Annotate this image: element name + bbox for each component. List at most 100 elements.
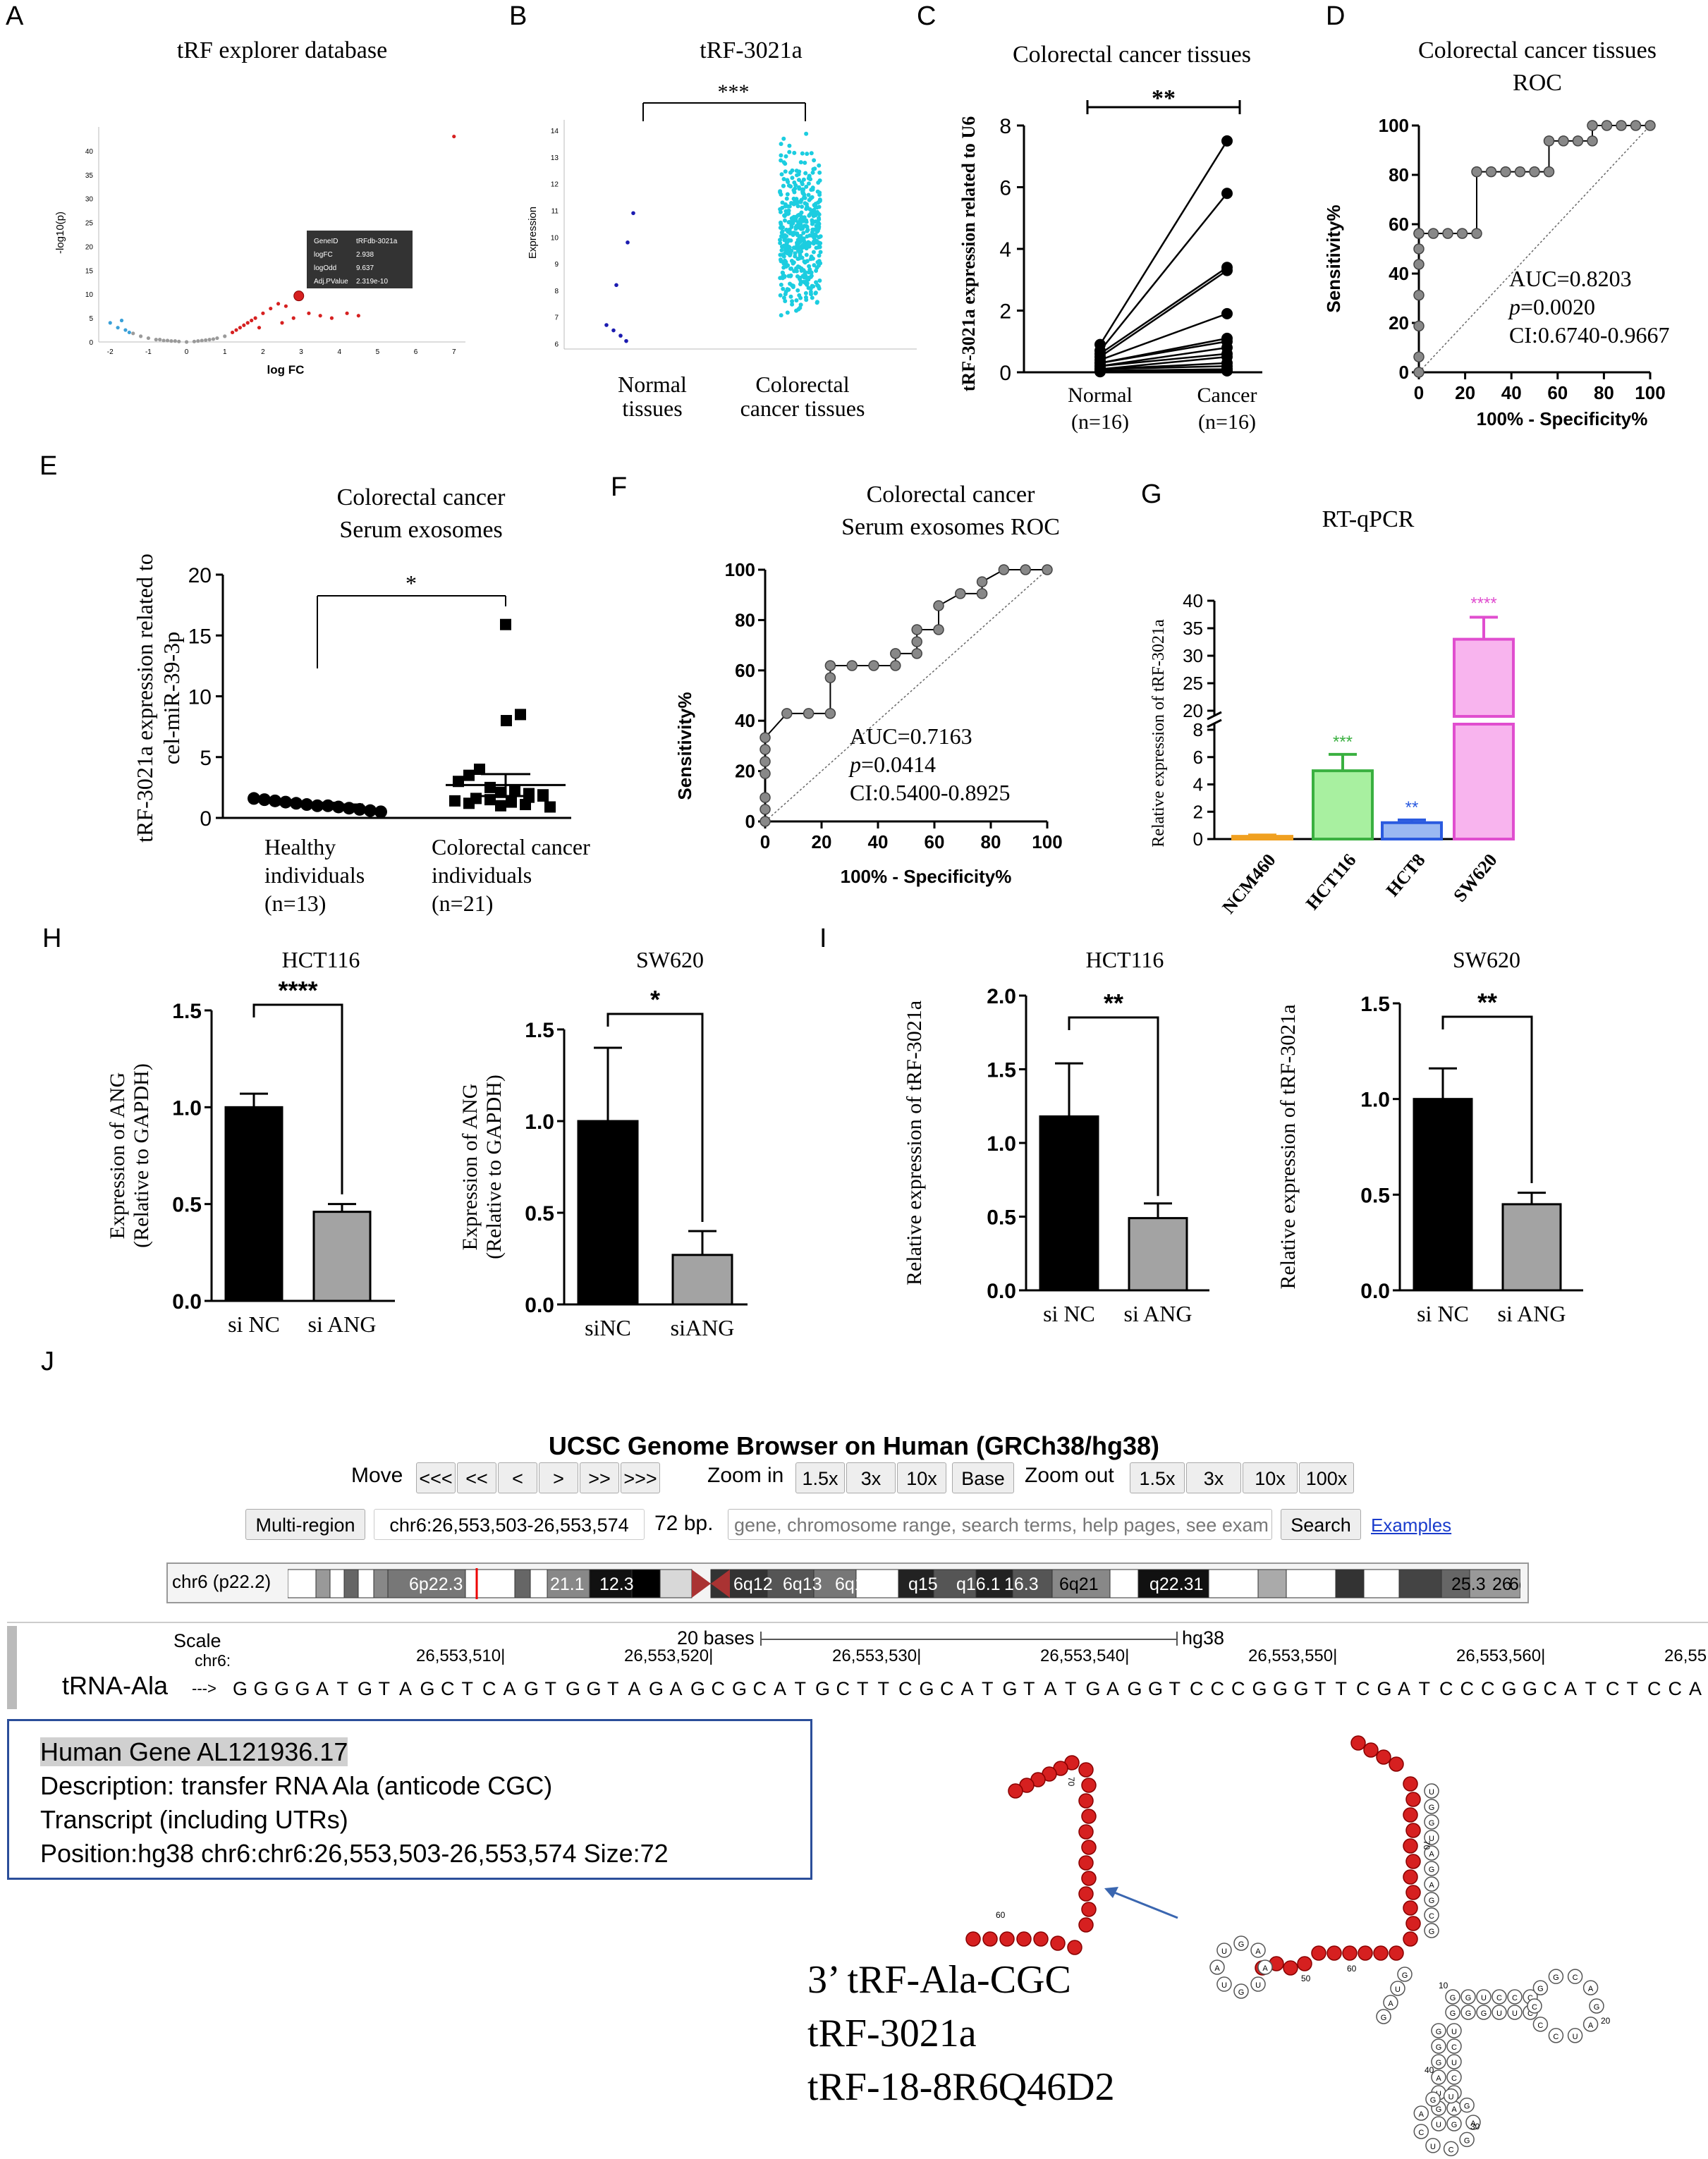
y-axis-label: Expression of ANG — [106, 1072, 129, 1240]
move-button-0[interactable]: <<< — [416, 1462, 456, 1493]
fragment-base — [1081, 1871, 1097, 1886]
ucsc-browser: UCSC Genome Browser on Human (GRCh38/hg3… — [0, 1417, 1708, 1713]
trna-base — [1297, 1956, 1312, 1971]
data-point — [207, 338, 212, 342]
panel-a-chart: tRF explorer database -log10(p) log FC 0… — [54, 37, 465, 377]
nucleotide: G — [358, 1678, 372, 1699]
data-point — [799, 249, 804, 254]
zoom-out-button-2[interactable]: 10x — [1243, 1462, 1298, 1493]
category-label: HCT116 — [1302, 850, 1360, 914]
data-point — [500, 618, 511, 630]
trna-base — [1443, 2141, 1459, 2157]
band — [1363, 1569, 1400, 1598]
base-label: C — [1512, 1994, 1518, 2002]
data-point — [816, 226, 821, 231]
base-label: G — [1451, 2121, 1458, 2129]
sig-bracket — [1068, 1016, 1159, 1197]
nucleotide: T — [857, 1678, 869, 1699]
data-point — [626, 240, 630, 245]
tick-label: 0.0 — [172, 1290, 202, 1314]
data-point — [223, 334, 227, 338]
tick-label: 20 — [1389, 312, 1409, 334]
band — [631, 1569, 661, 1598]
nucleotide: C — [1460, 1678, 1475, 1699]
roc-point — [1645, 120, 1656, 131]
arrow-line — [1106, 1888, 1178, 1919]
panel-b-title: tRF-3021a — [700, 37, 802, 63]
move-button-1[interactable]: << — [457, 1462, 496, 1493]
group-label-line: individuals — [432, 862, 532, 888]
tick-label: 4 — [337, 348, 341, 356]
move-button-3[interactable]: > — [539, 1462, 578, 1493]
roc-point — [1543, 135, 1555, 147]
base-label: U — [1512, 2010, 1518, 2018]
data-point — [807, 264, 812, 269]
base-label: G — [1238, 1988, 1245, 1997]
tick-label: 15 — [85, 267, 94, 275]
cancer-point — [1221, 135, 1233, 147]
group-label-line: Normal — [1068, 384, 1133, 407]
category-label: siNC — [585, 1315, 631, 1340]
zoom-out-button-0[interactable]: 1.5x — [1130, 1462, 1185, 1493]
data-point — [794, 298, 799, 303]
data-point — [783, 161, 788, 166]
tick-label: 30 — [85, 196, 94, 204]
data-point — [248, 792, 260, 805]
chromosome-ideogram[interactable]: chr6 (p22.2) 6p22.3 21.1 12.3 6q12 6q13 6q14.… — [166, 1562, 1529, 1603]
tick-label: 0 — [200, 807, 212, 831]
panel-f-title-line: Serum exosomes ROC — [841, 514, 1060, 540]
data-point — [158, 338, 162, 342]
band — [1012, 1569, 1053, 1598]
zoom-in-button-2[interactable]: 10x — [897, 1462, 946, 1493]
multi-region-button[interactable]: Multi-region — [245, 1509, 365, 1540]
nucleotide: T — [545, 1678, 557, 1699]
roc-point — [1042, 564, 1053, 575]
trna-base — [1431, 2054, 1446, 2069]
band — [1398, 1569, 1442, 1598]
base-label: C — [1451, 2043, 1457, 2052]
tick-label: 60 — [1389, 214, 1409, 235]
search-button[interactable]: Search — [1281, 1509, 1361, 1540]
axis-break — [1207, 711, 1222, 728]
roc-point — [1500, 166, 1511, 178]
track-side-bar[interactable] — [7, 1626, 17, 1709]
search-input[interactable]: gene, chromosome range, search terms, he… — [728, 1509, 1272, 1540]
pair-line — [1099, 269, 1228, 358]
zoom-base-button[interactable]: Base — [952, 1462, 1014, 1493]
zoom-in-button-0[interactable]: 1.5x — [795, 1462, 845, 1493]
roc-point — [760, 756, 771, 767]
nucleotide: C — [482, 1678, 496, 1699]
sig-bracket — [252, 1003, 343, 1194]
nucleotide: A — [1106, 1678, 1119, 1699]
data-point — [798, 212, 803, 216]
zoom-out-button-3[interactable]: 100x — [1299, 1462, 1354, 1493]
move-button-4[interactable]: >> — [580, 1462, 619, 1493]
chart-title: SW620 — [636, 947, 704, 972]
pair-line — [1099, 341, 1228, 365]
zoom-in-button-1[interactable]: 3x — [846, 1462, 896, 1493]
data-point — [123, 328, 128, 332]
nucleotide: G — [1003, 1678, 1018, 1699]
data-point — [803, 260, 807, 265]
track-label[interactable]: tRNA-Ala — [62, 1671, 169, 1700]
zoom-out-button-1[interactable]: 3x — [1186, 1462, 1241, 1493]
panel-e-ylabel-line: cel-miR-39-3p — [159, 632, 184, 764]
trna-base — [1233, 1983, 1249, 1999]
base-label: A — [1429, 1850, 1434, 1859]
trna-base — [1413, 2124, 1429, 2139]
move-button-5[interactable]: >>> — [621, 1462, 660, 1493]
position-input[interactable]: chr6:26,553,503-26,553,574 — [374, 1509, 645, 1540]
data-point — [792, 150, 797, 155]
data-point — [802, 275, 807, 280]
sig-label: *** — [1333, 733, 1353, 752]
move-button-2[interactable]: < — [498, 1462, 537, 1493]
data-point — [798, 281, 803, 286]
nucleotide: T — [607, 1678, 619, 1699]
coordinate-ruler: 26,553,510| 26,553,520| 26,553,530| 26,553,… — [416, 1646, 1707, 1665]
band — [358, 1569, 374, 1598]
base-label: A — [1255, 1947, 1261, 1956]
panel-h-left-chart: HCT116 Expression of ANG (Relative to GAPD… — [106, 947, 395, 1337]
group-label-line: individuals — [264, 862, 365, 888]
base-label: G — [1465, 1994, 1472, 2002]
examples-link[interactable]: Examples — [1371, 1515, 1452, 1536]
